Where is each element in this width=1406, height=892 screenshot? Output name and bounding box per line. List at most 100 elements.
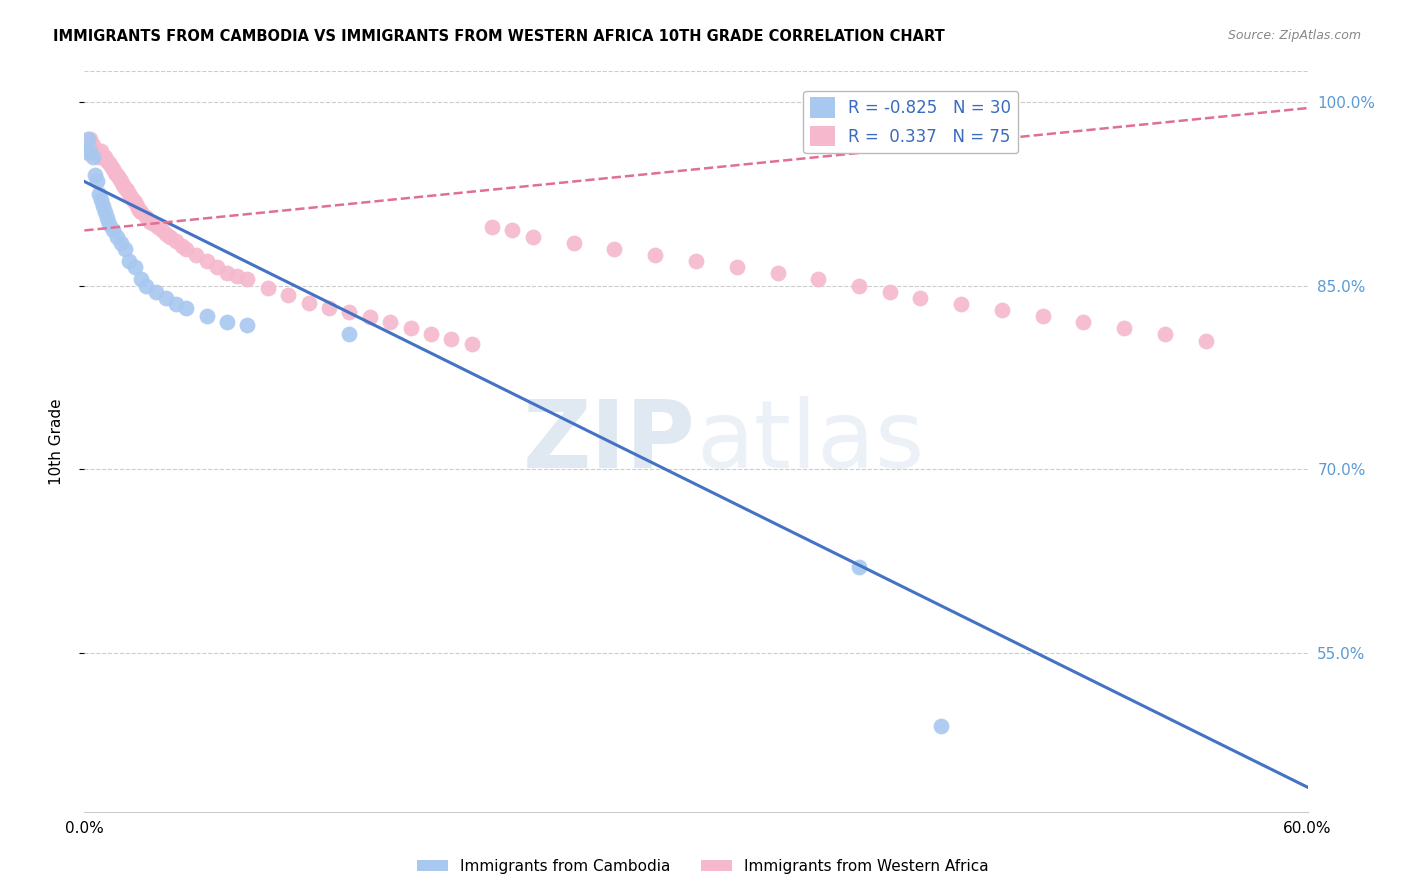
Text: atlas: atlas	[696, 395, 924, 488]
Point	[97, 156, 120, 170]
Legend: R = -0.825   N = 30, R =  0.337   N = 75: R = -0.825 N = 30, R = 0.337 N = 75	[803, 91, 1018, 153]
Point	[257, 281, 280, 295]
Point	[277, 288, 299, 302]
Point	[87, 186, 110, 201]
Text: ZIP: ZIP	[523, 395, 696, 488]
Text: Source: ZipAtlas.com: Source: ZipAtlas.com	[1227, 29, 1361, 42]
Point	[339, 305, 361, 319]
Point	[110, 235, 132, 250]
Point	[359, 310, 381, 325]
Point	[217, 315, 239, 329]
Point	[93, 150, 115, 164]
Point	[131, 272, 153, 286]
Point	[127, 199, 149, 213]
Point	[91, 199, 114, 213]
Point	[562, 235, 585, 250]
Point	[110, 174, 132, 188]
Point	[101, 162, 124, 177]
Point	[90, 144, 112, 158]
Point	[950, 297, 973, 311]
Point	[79, 144, 101, 158]
Point	[195, 254, 218, 268]
Point	[155, 291, 177, 305]
Point	[108, 170, 131, 185]
Point	[135, 278, 157, 293]
Point	[96, 153, 118, 168]
Legend: Immigrants from Cambodia, Immigrants from Western Africa: Immigrants from Cambodia, Immigrants fro…	[412, 853, 994, 880]
Point	[380, 315, 402, 329]
Point	[114, 180, 136, 194]
Point	[318, 301, 340, 315]
Point	[159, 229, 181, 244]
Point	[685, 254, 707, 268]
Point	[725, 260, 748, 275]
Point	[399, 321, 422, 335]
Point	[75, 144, 97, 158]
Point	[991, 303, 1014, 318]
Point	[848, 278, 870, 293]
Point	[1195, 334, 1218, 348]
Point	[86, 146, 108, 161]
Point	[135, 210, 157, 224]
Point	[83, 144, 105, 158]
Point	[79, 131, 101, 145]
Point	[142, 217, 165, 231]
Point	[112, 178, 135, 193]
Point	[128, 202, 150, 217]
Point	[150, 223, 173, 237]
Point	[298, 295, 321, 310]
Point	[1154, 327, 1177, 342]
Point	[105, 229, 128, 244]
Point	[929, 719, 952, 733]
Point	[910, 291, 932, 305]
Point	[120, 190, 142, 204]
Point	[100, 159, 122, 173]
Point	[118, 186, 141, 201]
Point	[226, 268, 249, 283]
Point	[603, 242, 626, 256]
Point	[104, 166, 127, 180]
Point	[165, 235, 187, 249]
Point	[83, 169, 105, 183]
Point	[122, 193, 145, 207]
Point	[146, 219, 169, 234]
Point	[77, 131, 100, 145]
Point	[644, 248, 666, 262]
Point	[481, 219, 503, 234]
Point	[522, 229, 544, 244]
Point	[848, 560, 870, 574]
Point	[86, 174, 108, 188]
Point	[339, 327, 361, 342]
Point	[195, 309, 218, 323]
Point	[217, 266, 239, 280]
Point	[93, 205, 115, 219]
Point	[205, 260, 228, 275]
Point	[236, 318, 259, 332]
Point	[1073, 315, 1095, 329]
Point	[236, 272, 259, 286]
Point	[101, 223, 124, 237]
Point	[807, 272, 830, 286]
Point	[145, 285, 167, 299]
Point	[440, 332, 463, 346]
Point	[1114, 321, 1136, 335]
Point	[174, 242, 197, 256]
Point	[879, 285, 901, 299]
Point	[131, 205, 153, 219]
Point	[82, 137, 104, 152]
Point	[118, 254, 141, 268]
Point	[77, 146, 100, 161]
Point	[138, 215, 160, 229]
Y-axis label: 10th Grade: 10th Grade	[49, 398, 63, 485]
Point	[502, 223, 524, 237]
Point	[87, 150, 110, 164]
Point	[90, 193, 112, 207]
Text: IMMIGRANTS FROM CAMBODIA VS IMMIGRANTS FROM WESTERN AFRICA 10TH GRADE CORRELATIO: IMMIGRANTS FROM CAMBODIA VS IMMIGRANTS F…	[53, 29, 945, 44]
Point	[75, 144, 97, 158]
Point	[174, 301, 197, 315]
Point	[165, 297, 187, 311]
Point	[114, 242, 136, 256]
Point	[766, 266, 789, 280]
Point	[420, 327, 443, 342]
Point	[155, 227, 177, 241]
